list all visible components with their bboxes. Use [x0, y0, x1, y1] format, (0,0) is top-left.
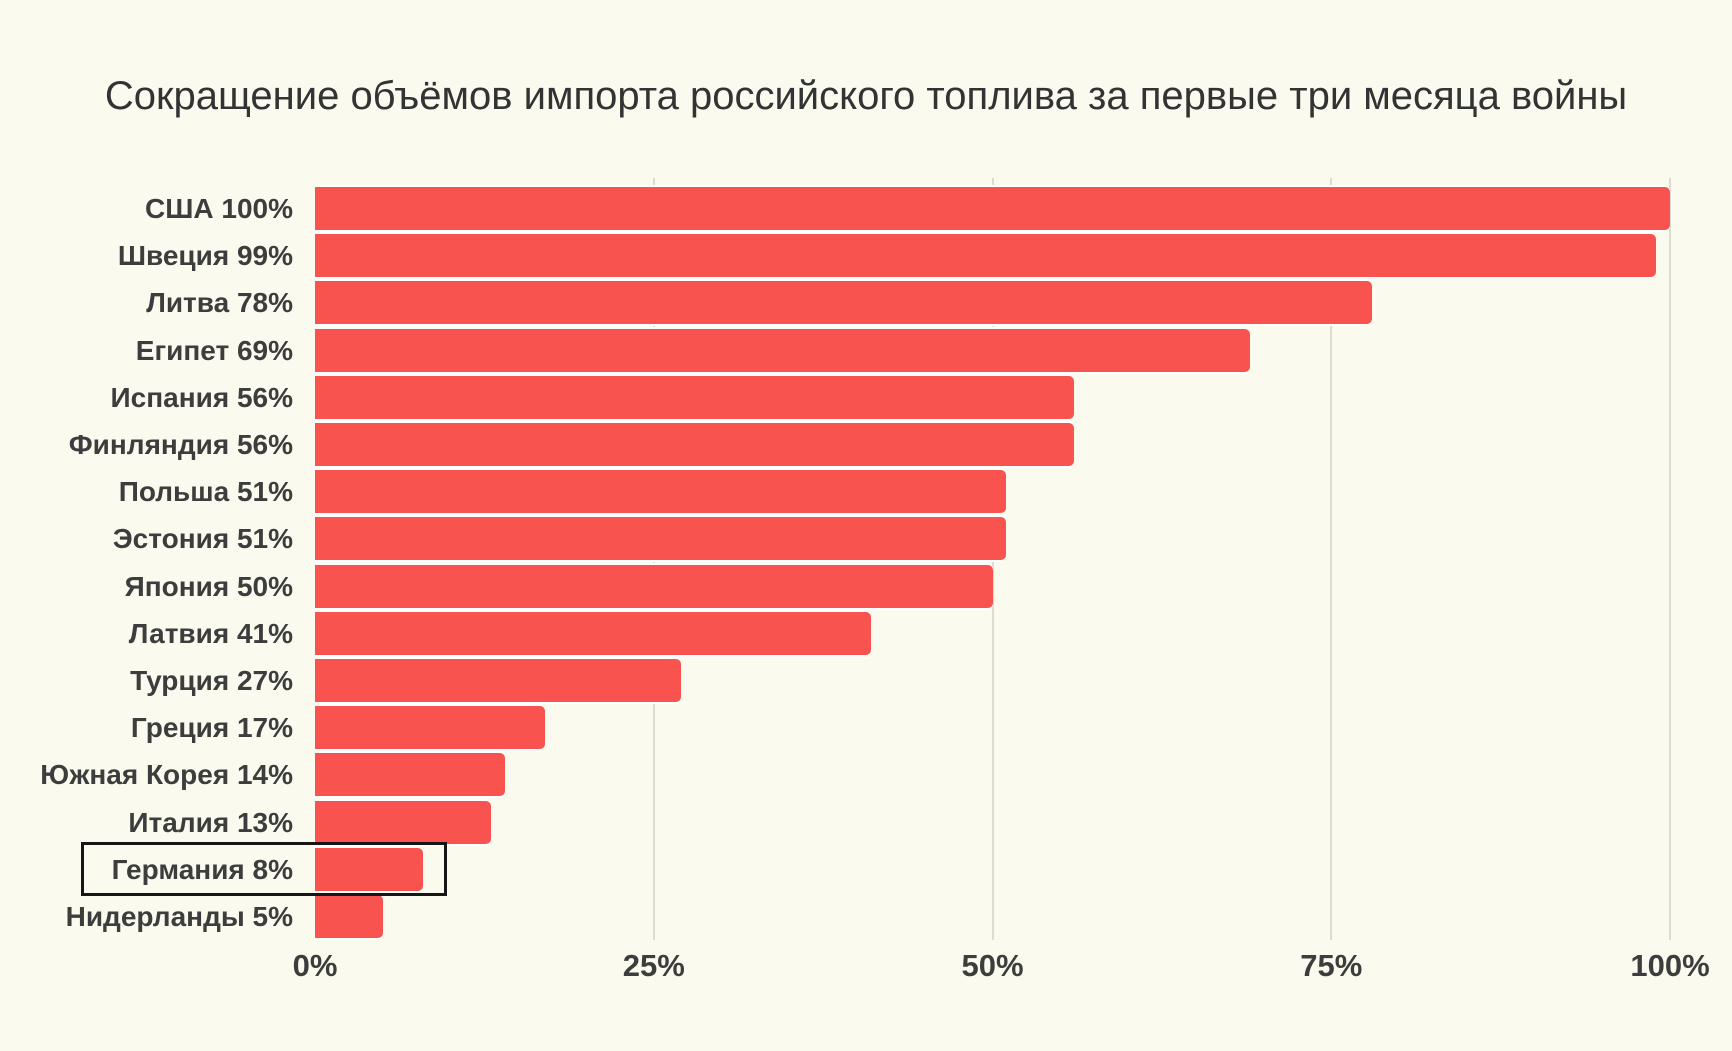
- bar-label: Египет 69%: [135, 334, 293, 366]
- bar-row: Испания 56%: [0, 375, 1732, 419]
- bar-row: Египет 69%: [0, 328, 1732, 372]
- bar-row: Литва 78%: [0, 281, 1732, 325]
- x-tick-label: 50%: [961, 948, 1024, 983]
- x-axis: 0% 25% 50% 75% 100%: [0, 948, 1732, 998]
- bar-row: Турция 27%: [0, 659, 1732, 702]
- gridline: [1669, 178, 1671, 940]
- bar-label: Эстония 51%: [112, 523, 293, 555]
- bar-label: Финляндия 56%: [68, 429, 293, 460]
- bar-row: Финляндия 56%: [0, 423, 1732, 466]
- bar: [315, 611, 871, 655]
- bar: [315, 470, 1007, 514]
- bar-label: Швеция 99%: [117, 240, 293, 272]
- bar-row: Япония 50%: [0, 564, 1732, 608]
- bar: [315, 800, 492, 844]
- bar: [315, 895, 383, 938]
- bar-row: Германия 8%: [0, 841, 1732, 896]
- bar-row: Латвия 41%: [0, 611, 1732, 655]
- bar: [315, 847, 424, 891]
- bar: [315, 375, 1074, 419]
- x-tick-label: 25%: [622, 948, 685, 983]
- x-tick-label: 75%: [1300, 948, 1363, 983]
- bar-label: Греция 17%: [130, 712, 293, 744]
- bar-label: Япония 50%: [124, 570, 293, 602]
- bar-row: Нидерланды 5%: [0, 895, 1732, 938]
- x-tick-label: 0%: [292, 948, 338, 983]
- bar-label: Южная Корея 14%: [40, 759, 293, 791]
- bar-label: Италия 13%: [128, 806, 293, 838]
- bar: [315, 753, 505, 797]
- bar: [315, 706, 546, 750]
- bar: [315, 234, 1657, 278]
- bar: [315, 564, 993, 608]
- bar-row: Швеция 99%: [0, 234, 1732, 278]
- bar-row: Греция 17%: [0, 706, 1732, 750]
- bar: [315, 659, 681, 702]
- bar-label: Нидерланды 5%: [65, 901, 293, 932]
- bar-label: Латвия 41%: [128, 617, 293, 649]
- bar-row: США 100%: [0, 187, 1732, 230]
- chart-title: Сокращение объёмов импорта российского т…: [104, 74, 1628, 118]
- highlight-box: [81, 841, 447, 896]
- bar-label: США 100%: [145, 193, 293, 224]
- bar: [315, 281, 1372, 325]
- gridline: [1330, 178, 1333, 940]
- bar-label: Германия 8%: [111, 853, 293, 885]
- plot-area: США 100% Швеция 99% Литва 78% Египет 69% Исп…: [0, 187, 1732, 947]
- bar-label: Испания 56%: [110, 381, 293, 413]
- bar: [315, 423, 1074, 466]
- bar-label: Польша 51%: [118, 476, 293, 508]
- bar-label: Турция 27%: [130, 665, 293, 696]
- bar-label: Литва 78%: [146, 287, 293, 319]
- bar: [315, 187, 1670, 230]
- bar-row: Польша 51%: [0, 470, 1732, 514]
- bar: [315, 328, 1250, 372]
- bar-row: Эстония 51%: [0, 517, 1732, 561]
- bar-row: Южная Корея 14%: [0, 753, 1732, 797]
- x-tick-label: 100%: [1630, 948, 1710, 983]
- bar: [315, 517, 1007, 561]
- bar-row: Италия 13%: [0, 800, 1732, 844]
